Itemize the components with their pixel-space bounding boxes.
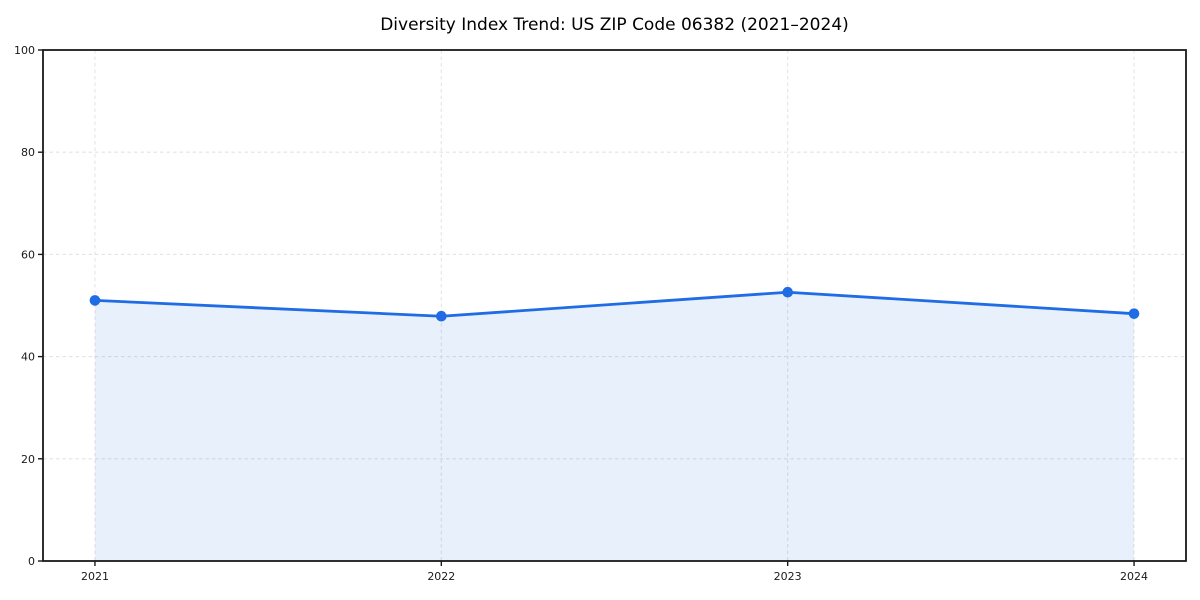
x-tick-label: 2021 bbox=[81, 570, 109, 583]
y-tick-label: 60 bbox=[21, 248, 35, 261]
y-tick-label: 40 bbox=[21, 351, 35, 364]
y-tick-label: 100 bbox=[14, 44, 35, 57]
chart-title: Diversity Index Trend: US ZIP Code 06382… bbox=[380, 15, 849, 35]
trend-line bbox=[93, 290, 1136, 318]
data-point-2021 bbox=[89, 295, 101, 306]
spine-layer bbox=[42, 49, 1187, 562]
data-point-2023 bbox=[782, 286, 793, 298]
label-layer: 0 20 40 60 80 100 2021 2022 2023 2024 bbox=[14, 44, 1148, 583]
plot-border bbox=[42, 49, 1187, 562]
area-fill bbox=[95, 292, 1134, 561]
marker-layer bbox=[89, 286, 1140, 322]
y-tick-label: 0 bbox=[28, 555, 35, 568]
area-layer bbox=[95, 292, 1134, 561]
data-point-2022 bbox=[436, 310, 447, 322]
y-tick-label: 20 bbox=[21, 453, 35, 466]
tick-layer bbox=[38, 49, 1135, 566]
x-tick-label: 2024 bbox=[1120, 570, 1148, 583]
x-tick-label: 2022 bbox=[427, 570, 455, 583]
x-tick-label: 2023 bbox=[774, 570, 802, 583]
data-point-2024 bbox=[1128, 308, 1140, 319]
y-tick-label: 80 bbox=[21, 146, 35, 159]
line-layer bbox=[93, 290, 1136, 318]
